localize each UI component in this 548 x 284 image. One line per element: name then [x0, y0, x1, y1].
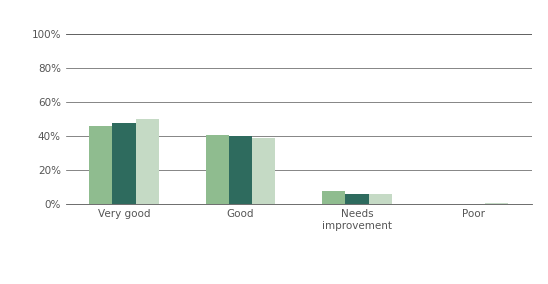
- Bar: [368, 194, 392, 204]
- Bar: [322, 191, 345, 204]
- Bar: [206, 135, 229, 204]
- Bar: [252, 138, 275, 204]
- Bar: [345, 194, 368, 204]
- Bar: [112, 123, 135, 204]
- Bar: [89, 126, 112, 204]
- Bar: [135, 119, 159, 204]
- Bar: [229, 136, 252, 204]
- Bar: [485, 203, 508, 204]
